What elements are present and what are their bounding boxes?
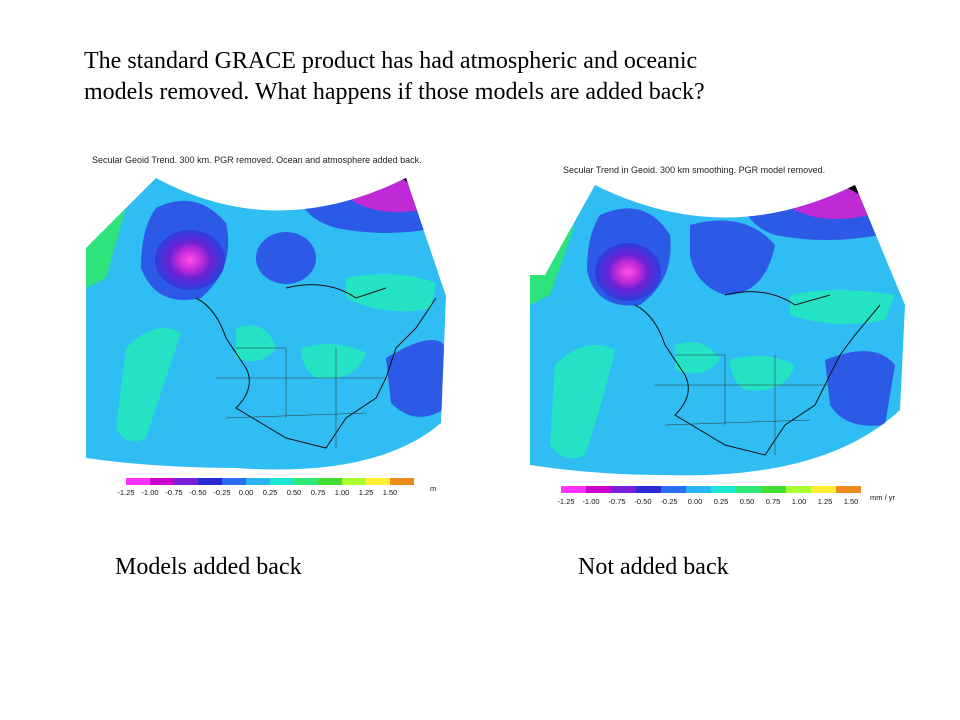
colorbar-swatch [174, 478, 198, 485]
colorbar-unit-label: mm / yr [870, 493, 895, 502]
colorbar-tick: -1.00 [141, 488, 158, 497]
colorbar-tick: -0.50 [189, 488, 206, 497]
geoid-map-models-added: Secular Geoid Trend. 300 km. PGR removed… [86, 148, 446, 504]
colorbar-tick: 1.25 [818, 497, 833, 506]
colorbar-tick: -0.75 [608, 497, 625, 506]
colorbar-tick: -0.75 [165, 488, 182, 497]
colorbar-swatch [390, 478, 414, 485]
geoid-map-svg: -1.25 -1.00 -0.75 -0.50 -0.25 0.00 0.25 … [86, 178, 446, 497]
colorbar-tick: 1.00 [792, 497, 807, 506]
low-region-hudson [690, 220, 775, 295]
headline-line-1: The standard GRACE product has had atmos… [84, 48, 698, 74]
high-region-plains [236, 325, 276, 362]
colorbar-swatch [636, 486, 661, 493]
high-region-north-east [346, 274, 436, 312]
colorbar-tick: 0.75 [311, 488, 326, 497]
caption-models-added: Models added back [115, 554, 302, 580]
colorbar-unit-label: m [430, 484, 436, 493]
geoid-map-svg: -1.25 -1.00 -0.75 -0.50 -0.25 0.00 0.25 … [530, 185, 905, 506]
colorbar-swatch [811, 486, 836, 493]
colorbar-swatch [366, 478, 390, 485]
colorbar-tick: -0.25 [213, 488, 230, 497]
borders [216, 347, 386, 448]
colorbar: -1.25 -1.00 -0.75 -0.50 -0.25 0.00 0.25 … [117, 478, 436, 497]
colorbar-tick: 1.50 [383, 488, 398, 497]
green-region-west [530, 225, 575, 305]
colorbar-tick: 0.25 [714, 497, 729, 506]
colorbar-swatch [736, 486, 761, 493]
headline-line-2: models removed. What happens if those mo… [84, 79, 705, 105]
colorbar-tick: -1.25 [557, 497, 574, 506]
peak-region-alaska [155, 230, 225, 290]
colorbar-tick: -0.25 [660, 497, 677, 506]
colorbar-swatch [561, 486, 586, 493]
colorbar-swatch [318, 478, 342, 485]
colorbar-tick: -1.00 [582, 497, 599, 506]
colorbar-swatch [686, 486, 711, 493]
colorbar-swatch [342, 478, 366, 485]
colorbar-tick: 1.50 [844, 497, 859, 506]
colorbar-swatch [222, 478, 246, 485]
colorbar-swatch [586, 486, 611, 493]
colorbar-swatch [661, 486, 686, 493]
colorbar-swatch [270, 478, 294, 485]
colorbar-swatch [611, 486, 636, 493]
colorbar-swatch [126, 478, 150, 485]
colorbar-tick: -1.25 [117, 488, 134, 497]
colorbar-swatch [150, 478, 174, 485]
colorbar-tick: 1.00 [335, 488, 350, 497]
low-region-hudson [256, 232, 316, 284]
colorbar-swatch [786, 486, 811, 493]
slide-headline: The standard GRACE product has had atmos… [84, 46, 844, 108]
low-region-east [386, 340, 446, 417]
colorbar-swatch [246, 478, 270, 485]
coastline [634, 291, 881, 456]
colorbar-swatch [294, 478, 318, 485]
high-region-plains [675, 342, 720, 374]
colorbar-swatch [198, 478, 222, 485]
colorbar-tick: 1.25 [359, 488, 374, 497]
colorbar-swatch [711, 486, 736, 493]
high-region-central [301, 344, 366, 379]
borders [655, 354, 830, 455]
colorbar-tick: 0.25 [263, 488, 278, 497]
green-region-west [86, 208, 126, 288]
high-region-north-east [790, 290, 895, 324]
geoid-map-not-added: Secular Trend in Geoid. 300 km smoothing… [525, 155, 905, 515]
high-region-pacific [116, 328, 181, 442]
colorbar-tick: 0.00 [239, 488, 254, 497]
caption-not-added: Not added back [578, 554, 729, 580]
colorbar-tick: -0.50 [634, 497, 651, 506]
colorbar: -1.25 -1.00 -0.75 -0.50 -0.25 0.00 0.25 … [557, 486, 895, 506]
coastline [195, 284, 437, 449]
high-region-central [730, 356, 795, 391]
colorbar-tick: 0.00 [688, 497, 703, 506]
high-region-pacific [550, 345, 615, 459]
map-title: Secular Geoid Trend. 300 km. PGR removed… [92, 155, 422, 165]
colorbar-swatch [761, 486, 786, 493]
peak-region-alaska [595, 243, 661, 301]
colorbar-swatch [836, 486, 861, 493]
colorbar-tick: 0.50 [740, 497, 755, 506]
map-title: Secular Trend in Geoid. 300 km smoothing… [563, 165, 826, 175]
colorbar-tick: 0.75 [766, 497, 781, 506]
low-region-east [825, 351, 895, 426]
colorbar-tick: 0.50 [287, 488, 302, 497]
